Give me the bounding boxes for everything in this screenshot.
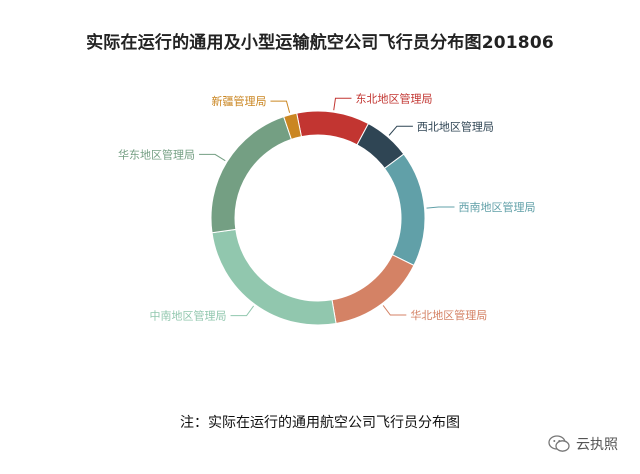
slice-label: 华东地区管理局	[118, 147, 195, 161]
chart-note: 注：实际在运行的通用航空公司飞行员分布图	[180, 415, 460, 431]
donut-slice	[210, 116, 293, 234]
slice-label: 西南地区管理局	[459, 200, 536, 214]
leader-line	[270, 100, 291, 113]
donut-slice	[211, 228, 337, 326]
donut-slice	[331, 254, 415, 325]
leader-line	[388, 125, 413, 136]
wechat-icon	[548, 435, 570, 452]
slice-label: 东北地区管理局	[355, 91, 432, 105]
leader-line	[199, 153, 226, 162]
leader-line	[426, 206, 455, 209]
leader-line	[382, 305, 407, 316]
slice-label: 新疆管理局	[211, 94, 266, 108]
leader-line	[333, 97, 352, 111]
chart-title: 实际在运行的通用及小型运输航空公司飞行员分布图201806	[86, 33, 554, 53]
watermark-text: 云执照	[576, 437, 618, 453]
watermark: 云执照	[548, 434, 618, 454]
slice-label: 西北地区管理局	[417, 119, 494, 133]
donut-slice	[283, 112, 303, 141]
donut-slice	[296, 110, 370, 146]
slice-label: 中南地区管理局	[150, 309, 227, 323]
donut-slice	[383, 153, 426, 267]
leader-line	[230, 305, 255, 317]
slice-label: 华北地区管理局	[410, 308, 487, 322]
